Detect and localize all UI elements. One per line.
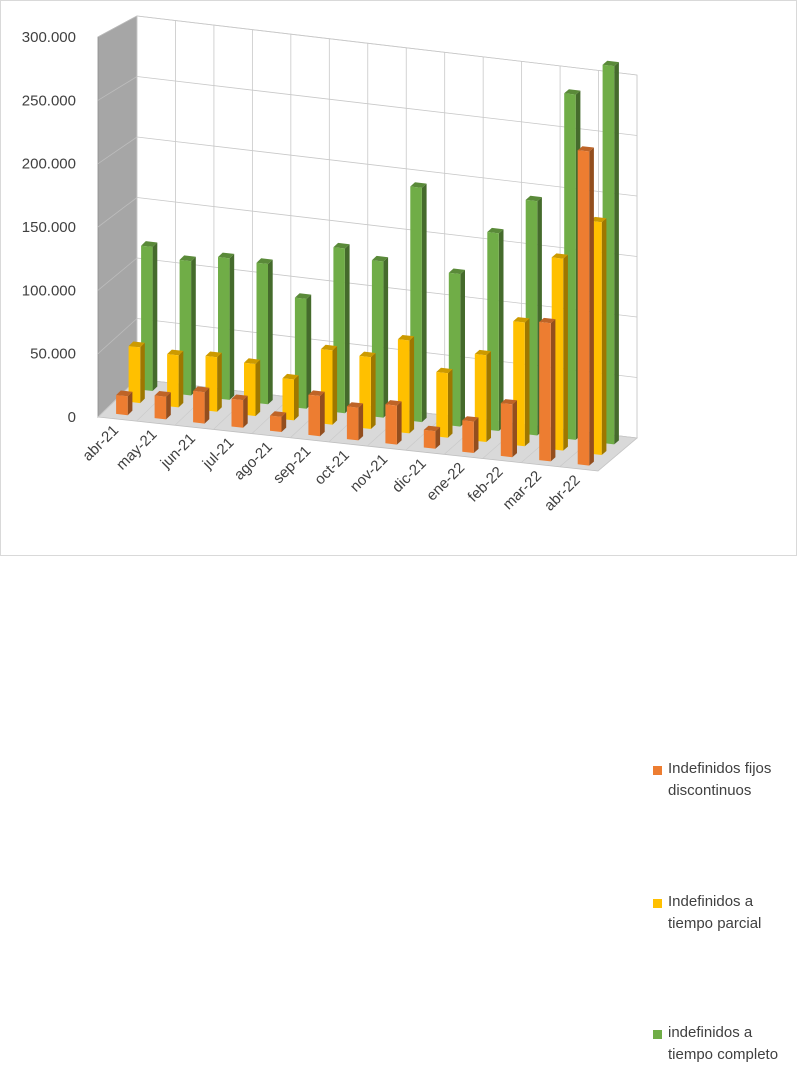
bar-1-dic-21 — [436, 367, 453, 438]
bar-0-dic-21 — [423, 425, 441, 449]
x-tick-label: nov-21 — [347, 451, 391, 495]
x-tick-label: ene-22 — [423, 459, 468, 504]
x-tick-label: dic-21 — [389, 455, 430, 496]
y-tick-label: 100.000 — [22, 282, 76, 299]
bar-0-ago-21 — [270, 411, 287, 432]
bar-0-abr-21 — [116, 390, 133, 416]
bar-0-jul-21 — [231, 394, 248, 428]
bar-0-nov-21 — [385, 400, 402, 445]
gridline-side — [97, 257, 138, 291]
gridline-side — [97, 318, 138, 354]
x-tick-label: jun-21 — [157, 430, 199, 472]
chart-plot: 0 50.000 100.000 150.000 200.000 250.000 300.0… — [22, 15, 638, 515]
y-tick-label: 50.000 — [30, 346, 76, 363]
gridline-side — [97, 15, 138, 38]
legend-swatch-tiempo-completo — [653, 1030, 662, 1039]
y-tick-label: 250.000 — [22, 92, 76, 109]
x-tick-label: mar-22 — [500, 468, 546, 514]
x-tick-label: jul-21 — [199, 434, 238, 473]
legend-label-tiempo-parcial: Indefinidos a tiempo parcial — [668, 893, 762, 932]
gridline-floor — [597, 437, 638, 472]
bar-0-abr-22 — [577, 146, 594, 466]
x-tick-label: ago-21 — [231, 438, 276, 483]
bar-0-may-21 — [154, 391, 171, 420]
legend-swatch-fijos-discontinuos — [653, 766, 662, 775]
x-tick-label: abr-22 — [541, 472, 584, 515]
gridline-horizontal — [136, 76, 638, 136]
gridline-side — [97, 136, 138, 164]
x-tick-label: sep-21 — [270, 443, 314, 487]
y-tick-label: 150.000 — [22, 219, 76, 236]
bar-0-mar-22 — [539, 317, 556, 462]
x-tick-label: oct-21 — [311, 447, 353, 489]
y-tick-label: 200.000 — [22, 156, 76, 173]
gridline-horizontal — [136, 136, 638, 197]
legend-label-tiempo-completo: indefinidos a tiempo completo — [668, 1024, 779, 1063]
gridline-horizontal — [136, 197, 638, 257]
legend-swatch-tiempo-parcial — [653, 899, 662, 908]
y-tick-label: 0 — [68, 409, 76, 426]
bar-1-abr-21 — [128, 341, 145, 404]
bar-0-ene-22 — [462, 416, 479, 453]
gridline-side — [97, 76, 138, 101]
bar-1-ago-21 — [282, 373, 299, 421]
legend-label-fijos-discontinuos: Indefinidos fijos discontinuos — [668, 760, 772, 799]
bar-0-feb-22 — [500, 399, 517, 458]
gridline-side — [97, 197, 138, 228]
bar-0-oct-21 — [346, 402, 364, 441]
bar-0-jun-21 — [193, 386, 210, 424]
bar-0-sep-21 — [308, 390, 325, 437]
gridline-horizontal — [136, 15, 638, 76]
y-tick-label: 300.000 — [22, 29, 76, 46]
